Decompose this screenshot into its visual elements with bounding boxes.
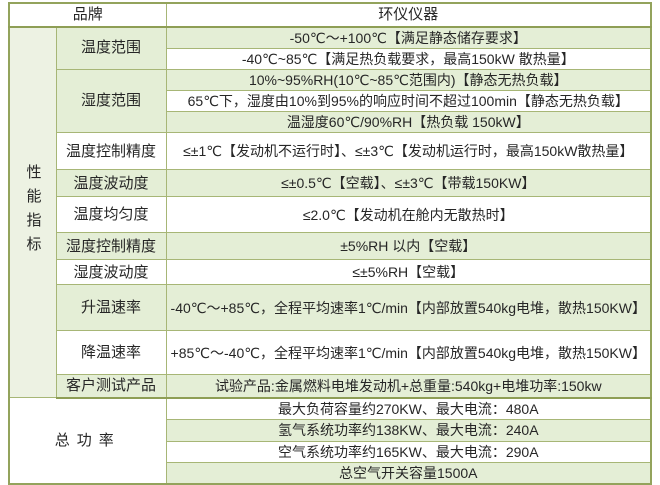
row-label-humidity-control-accuracy: 湿度控制精度	[55, 232, 167, 261]
table-row: 湿度控制精度 ±5%RH 以内【空载】	[9, 232, 652, 261]
table-row: 湿度范围 10%~95%RH(10℃~85℃范围内)【静态无热负载】	[9, 68, 652, 134]
row-value: -40℃~85℃【满足热负载要求，最高150kW 散热量】	[165, 47, 652, 70]
table-row: 客户测试产品 试验产品:金属燃料电堆发动机+总重量:540kg+电堆功率:150…	[9, 374, 652, 399]
brand-value: 环仪仪器	[165, 2, 652, 28]
table-row: 升温速率 -40℃～+85℃，全程平均速率1℃/min【内部放置540kg电堆，…	[9, 284, 652, 332]
table-row: -40℃~85℃【满足热负载要求，最高150kW 散热量】	[9, 47, 652, 70]
table-row: 降温速率 +85℃～-40℃，全程平均速率1℃/min【内部放置540kg电堆，…	[9, 330, 652, 376]
table-row: 温度波动度 ≤±0.5℃【空载】、≤±3℃【带载150KW】	[9, 169, 652, 198]
perf-group-label: 性能指标	[8, 25, 57, 399]
row-value: 氢气系统功率约138KW、最大电流：240A	[165, 419, 652, 442]
row-value: 空气系统功率约165KW、最大电流：290A	[165, 440, 652, 463]
row-value: 65℃下，湿度由10%到95%的响应时间不超过100min【静态无热负载】	[165, 90, 652, 113]
row-label-humidity-fluctuation: 湿度波动度	[55, 259, 167, 286]
table-row: 湿度波动度 ≤±5%RH【空载】	[9, 259, 652, 286]
row-label-temp-control-accuracy: 温度控制精度	[55, 132, 167, 171]
table-row: 空气系统功率约165KW、最大电流：290A	[9, 440, 652, 463]
row-label-heating-rate: 升温速率	[55, 284, 167, 332]
row-value: 试验产品:金属燃料电堆发动机+总重量:540kg+电堆功率:150kw	[165, 374, 652, 399]
spec-table: 品牌 环仪仪器 性能指标 温度范围 -50℃～+100℃【满足静态储存要求】 -…	[8, 2, 652, 485]
row-label-cooling-rate: 降温速率	[55, 330, 167, 376]
row-value: -50℃～+100℃【满足静态储存要求】	[165, 26, 652, 49]
row-label-humidity-range: 湿度范围	[55, 68, 167, 134]
row-value: +85℃～-40℃，全程平均速率1℃/min【内部放置540kg电堆，散热150…	[165, 330, 652, 376]
row-label-temp-fluctuation: 温度波动度	[55, 169, 167, 198]
table-row: 性能指标 温度范围 -50℃～+100℃【满足静态储存要求】	[8, 25, 652, 399]
row-label-customer-test-product: 客户测试产品	[55, 374, 167, 399]
table-row: 65℃下，湿度由10%到95%的响应时间不超过100min【静态无热负载】	[9, 90, 652, 113]
row-value: 温湿度60℃/90%RH【热负载 150kW】	[165, 111, 652, 134]
row-label-temp-range: 温度范围	[55, 26, 167, 70]
row-value: 最大负荷容量约270KW、最大电流：480A	[165, 397, 652, 421]
brand-label: 品牌	[8, 2, 167, 28]
brand-row: 品牌 环仪仪器	[8, 2, 652, 28]
row-value: ≤2.0℃【发动机在舱内无散热时】	[165, 196, 652, 234]
table-row: 温度控制精度 ≤±1℃【发动机不运行时】、≤±3℃【发动机运行时，最高150kW…	[9, 132, 652, 171]
row-value: 10%~95%RH(10℃~85℃范围内)【静态无热负载】	[165, 68, 652, 92]
table-row: 总空气开关容量1500A	[9, 461, 652, 485]
table-row: 温度均匀度 ≤2.0℃【发动机在舱内无散热时】	[9, 196, 652, 234]
row-label-temp-uniformity: 温度均匀度	[55, 196, 167, 234]
table-row: 温湿度60℃/90%RH【热负载 150kW】	[9, 111, 652, 134]
row-value: ≤±5%RH【空载】	[165, 259, 652, 286]
row-value: ≤±1℃【发动机不运行时】、≤±3℃【发动机运行时，最高150kW散热量】	[165, 132, 652, 171]
total-power-label: 总功率	[8, 397, 167, 485]
row-value: -40℃～+85℃，全程平均速率1℃/min【内部放置540kg电堆，散热150…	[165, 284, 652, 332]
row-value: ±5%RH 以内【空载】	[165, 232, 652, 261]
row-value: 总空气开关容量1500A	[165, 461, 652, 485]
row-value: ≤±0.5℃【空载】、≤±3℃【带载150KW】	[165, 169, 652, 198]
table-row: 总功率 最大负荷容量约270KW、最大电流：480A	[8, 397, 652, 485]
